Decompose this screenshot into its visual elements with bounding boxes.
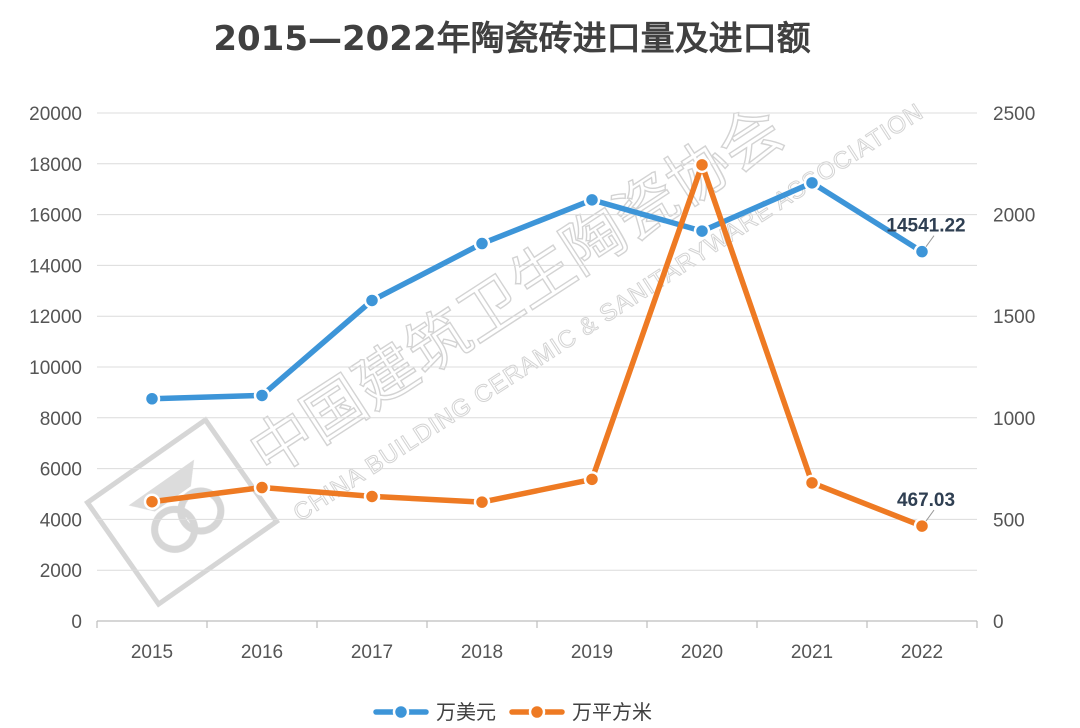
data-point-0 — [913, 243, 931, 260]
y-left-tick-label: 4000 — [40, 510, 82, 531]
data-point-0 — [583, 191, 601, 209]
x-tick-label: 2022 — [901, 642, 943, 663]
data-label: 467.03 — [897, 490, 955, 511]
y-left-tick-label: 18000 — [29, 155, 82, 176]
y-left-tick-label: 20000 — [29, 104, 82, 125]
data-point-1 — [363, 488, 381, 505]
leader-line — [925, 235, 935, 247]
data-point-0 — [693, 222, 711, 240]
x-tick-label: 2015 — [131, 642, 173, 663]
data-point-1 — [473, 493, 491, 511]
y-right-tick-label: 1500 — [993, 307, 1035, 328]
data-point-1 — [693, 156, 711, 174]
data-label: 14541.22 — [886, 216, 965, 237]
y-left-tick-label: 16000 — [29, 206, 82, 227]
x-tick-label: 2020 — [681, 642, 723, 663]
data-point-0 — [803, 174, 821, 192]
data-point-0 — [253, 387, 271, 404]
data-point-1 — [913, 517, 931, 535]
legend-label-0: 万美元 — [436, 700, 496, 724]
series — [143, 156, 931, 535]
data-point-1 — [253, 479, 271, 496]
y-left-tick-label: 2000 — [40, 561, 82, 582]
y-left-tick-label: 0 — [71, 612, 82, 633]
y-left-tick-label: 12000 — [29, 307, 82, 328]
legend-marker-1 — [528, 703, 546, 721]
x-tick-label: 2021 — [791, 642, 833, 663]
axes: 0200040006000800010000120001400016000180… — [29, 104, 1035, 663]
gridlines — [97, 112, 977, 571]
y-right-tick-label: 0 — [993, 612, 1004, 633]
y-left-tick-label: 6000 — [40, 460, 82, 481]
y-left-tick-label: 8000 — [40, 409, 82, 430]
y-left-tick-label: 10000 — [29, 358, 82, 379]
y-right-tick-label: 2000 — [993, 206, 1035, 227]
watermark-cn: 中国建筑卫生陶瓷协会 — [236, 92, 796, 491]
leader-line — [925, 509, 935, 522]
y-right-tick-label: 500 — [993, 510, 1025, 531]
data-labels: 14541.22 467.03 — [886, 216, 966, 522]
series-line-1 — [149, 162, 925, 529]
x-tick-label: 2016 — [241, 642, 283, 663]
data-point-0 — [363, 292, 381, 309]
y-right-tick-label: 1000 — [993, 409, 1035, 430]
data-point-1 — [803, 474, 821, 492]
data-point-0 — [473, 235, 491, 252]
y-left-tick-label: 14000 — [29, 256, 82, 277]
legend-marker-0 — [392, 703, 410, 721]
series-line-0 — [149, 180, 925, 402]
legend-label-1: 万平方米 — [572, 700, 652, 724]
watermark-en: CHINA BUILDING CERAMIC & SANITARYWARE AS… — [289, 98, 929, 527]
legend: 万美元 万平方米 — [373, 700, 652, 724]
data-point-0 — [143, 390, 161, 407]
watermark: 中国建筑卫生陶瓷协会 CHINA BUILDING CERAMIC & SANI… — [83, 91, 929, 608]
x-tick-label: 2018 — [461, 642, 503, 663]
chart-title: 2015—2022年陶瓷砖进口量及进口额 — [213, 19, 810, 59]
data-point-1 — [583, 471, 601, 488]
y-right-tick-label: 2500 — [993, 104, 1035, 125]
x-tick-label: 2019 — [571, 642, 613, 663]
x-tick-label: 2017 — [351, 642, 393, 663]
data-point-1 — [143, 493, 161, 510]
